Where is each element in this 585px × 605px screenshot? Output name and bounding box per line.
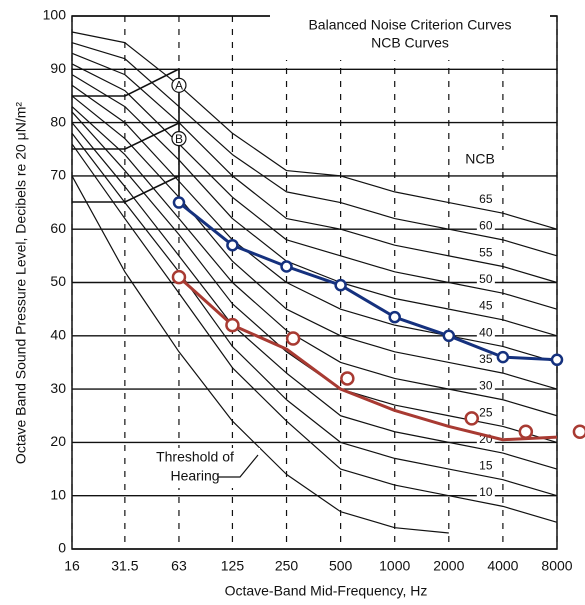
series-line xyxy=(177,276,558,442)
y-tick-label: 90 xyxy=(50,60,66,76)
curve-label: 25 xyxy=(479,405,493,419)
ncb-curve xyxy=(71,95,558,390)
curve-label: 45 xyxy=(479,299,493,313)
ncb-label: NCB xyxy=(465,151,495,167)
curve-label: 30 xyxy=(479,379,493,393)
curve-label: 65 xyxy=(479,192,493,206)
ncb-curve xyxy=(71,42,558,257)
threshold-pointer xyxy=(218,454,259,478)
x-tick-label: 250 xyxy=(275,558,299,574)
curve-label-bg xyxy=(476,219,495,234)
threshold-bg xyxy=(130,448,260,488)
threshold-curve xyxy=(71,175,449,534)
curve-label-bg xyxy=(476,326,495,341)
x-tick-label: 63 xyxy=(171,558,187,574)
ncb-curve xyxy=(71,143,558,523)
curve-label: 35 xyxy=(479,352,493,366)
x-tick-label: 125 xyxy=(221,558,245,574)
ncb-curve xyxy=(71,84,558,364)
data-point xyxy=(226,238,239,252)
ncb-bg xyxy=(456,150,504,170)
ncb-curve xyxy=(71,106,558,417)
ncb-curve xyxy=(71,52,558,284)
y-tick-label: 80 xyxy=(50,113,66,129)
ncb-curve xyxy=(71,132,558,497)
chart-subtitle: NCB Curves xyxy=(371,35,449,51)
data-point xyxy=(550,353,564,367)
rumble-bracket xyxy=(72,68,180,203)
y-tick-label: 0 xyxy=(58,540,66,556)
curve-label: 10 xyxy=(479,485,493,499)
data-point xyxy=(225,317,240,333)
curve-label-bg xyxy=(476,379,495,394)
data-point xyxy=(171,269,187,285)
bracket-line xyxy=(72,68,180,97)
y-tick-label: 60 xyxy=(50,220,66,236)
data-point xyxy=(172,196,186,209)
zone-circle xyxy=(171,77,187,93)
series-line xyxy=(178,201,558,362)
x-axis-label: Octave-Band Mid-Frequency, Hz xyxy=(225,583,428,599)
zone-circle xyxy=(171,130,187,147)
data-point xyxy=(496,350,510,364)
curve-label-bg xyxy=(476,486,495,501)
curve-label: 15 xyxy=(479,459,493,473)
curve-label-bg xyxy=(476,299,495,314)
data-point xyxy=(572,424,585,439)
x-tick-label: 1000 xyxy=(379,558,410,574)
y-tick-label: 50 xyxy=(50,273,66,289)
zone-label: A xyxy=(175,78,183,92)
y-tick-label: 100 xyxy=(43,7,67,23)
ncb-curve xyxy=(71,63,558,310)
data-point xyxy=(285,331,301,346)
ncb-curve xyxy=(71,31,558,230)
y-tick-label: 20 xyxy=(50,433,66,449)
threshold-label: Hearing xyxy=(170,468,219,484)
x-tick-label: 8000 xyxy=(541,558,572,574)
y-axis-label: Octave Band Sound Pressure Level, Decibe… xyxy=(13,102,29,464)
y-tick-label: 10 xyxy=(50,486,66,502)
ncb-curve xyxy=(71,74,558,337)
curve-label: 60 xyxy=(479,219,493,233)
y-tick-label: 40 xyxy=(50,327,66,343)
x-tick-label: 16 xyxy=(64,558,80,574)
curve-label-bg xyxy=(476,272,495,287)
curve-label-bg xyxy=(476,246,495,261)
data-point xyxy=(388,310,401,324)
threshold-label: Threshold of xyxy=(156,449,234,465)
data-point xyxy=(518,424,534,439)
x-tick-label: 4000 xyxy=(487,558,518,574)
x-tick-label: 500 xyxy=(329,558,353,574)
x-tick-label: 2000 xyxy=(433,558,464,574)
curve-label: 55 xyxy=(479,245,493,259)
x-tick-label: 31.5 xyxy=(111,558,138,574)
data-point xyxy=(334,278,347,292)
data-point xyxy=(442,329,456,343)
ncb-curve xyxy=(71,122,558,470)
y-tick-label: 30 xyxy=(50,380,66,396)
data-point xyxy=(464,411,479,426)
curve-label-bg xyxy=(476,192,495,207)
title-bg xyxy=(270,12,550,60)
curve-label-bg xyxy=(476,459,495,474)
data-point xyxy=(280,260,293,273)
zone-label: B xyxy=(175,132,183,146)
curve-label-bg xyxy=(476,406,495,421)
data-point xyxy=(340,371,355,386)
curve-label: 40 xyxy=(479,325,493,339)
chart-title: Balanced Noise Criterion Curves xyxy=(308,17,511,33)
y-tick-label: 70 xyxy=(50,167,66,183)
curve-label: 50 xyxy=(479,272,493,286)
curve-label-bg xyxy=(476,352,495,367)
bracket-line xyxy=(72,122,180,150)
